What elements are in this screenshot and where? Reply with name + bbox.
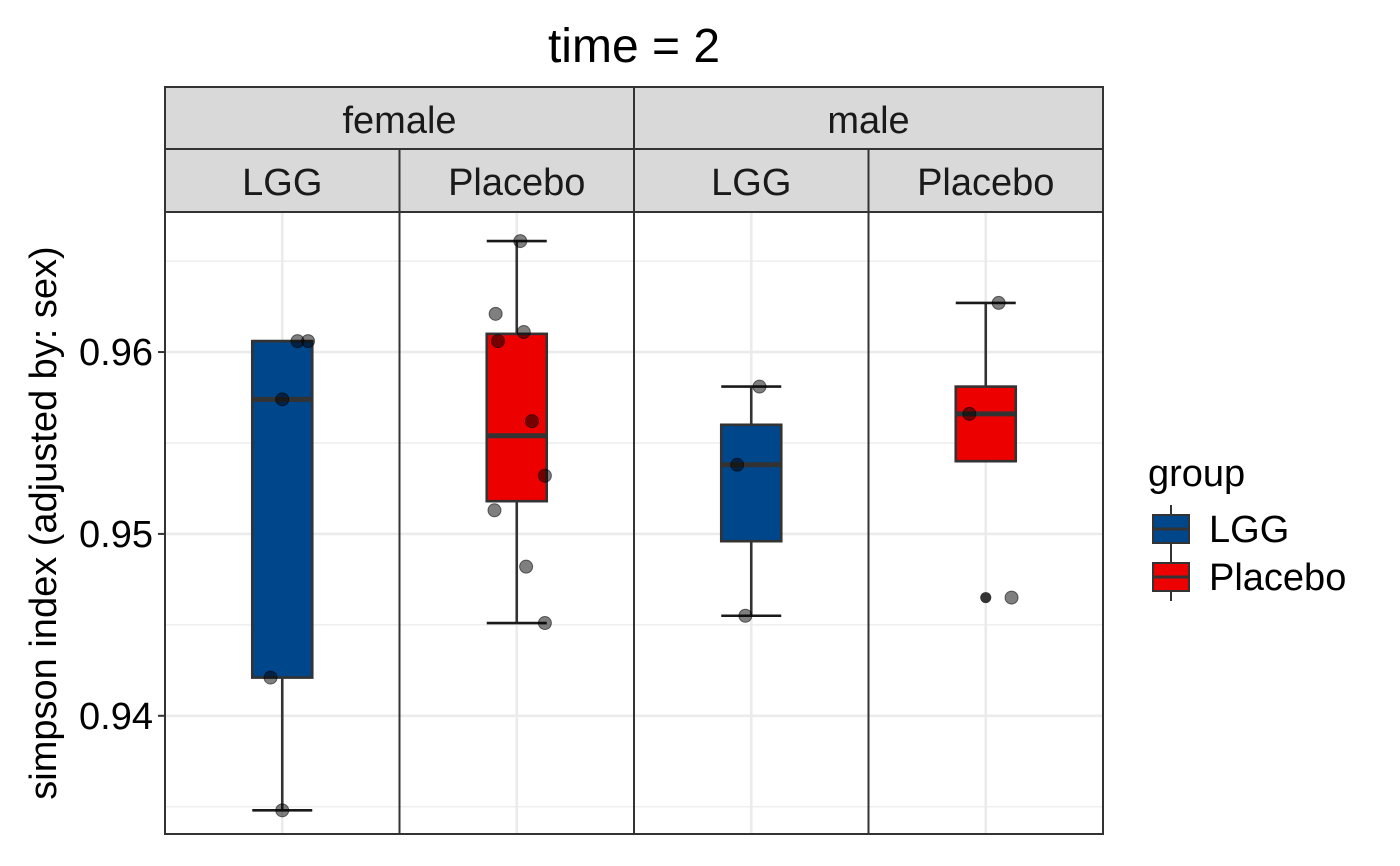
strip-sex-background [633, 86, 1104, 150]
data-point [752, 379, 767, 394]
strip-sex-label: female [342, 100, 456, 142]
y-tick-label: 0.96 [79, 332, 153, 374]
panel-female-lgg [164, 211, 401, 835]
data-point [519, 559, 534, 574]
box [954, 385, 1018, 463]
legend-label: Placebo [1209, 557, 1346, 599]
data-point [275, 392, 290, 407]
data-point [516, 325, 531, 340]
y-tick-label: 0.95 [79, 514, 153, 556]
legend-key-lgg: LGG [1152, 505, 1289, 553]
data-point [962, 406, 977, 421]
data-point [275, 803, 290, 818]
strip-group-label: LGG [711, 162, 791, 204]
legend: group LGG Placebo [1148, 453, 1346, 601]
data-point [487, 503, 502, 518]
strip-group-label: Placebo [448, 162, 585, 204]
panel-male-placebo [867, 211, 1104, 835]
data-point [537, 616, 552, 631]
outlier-point [980, 592, 992, 604]
data-point [488, 306, 503, 321]
strip-sex-label: male [827, 100, 909, 142]
data-point [301, 334, 316, 349]
y-axis: 0.94 0.95 0.96 [79, 332, 165, 738]
panel-male-lgg [633, 211, 870, 835]
strip-group-background [398, 148, 635, 213]
facet-strips: LGG Placebo LGG Placebo female male [164, 86, 1104, 213]
data-point [1004, 590, 1019, 605]
data-point [537, 468, 552, 483]
y-tick-label: 0.94 [79, 696, 153, 738]
box [250, 339, 314, 679]
strip-group-background [867, 148, 1104, 213]
y-axis-title: simpson index (adjusted by: sex) [23, 246, 65, 799]
plot-area [164, 211, 1104, 835]
data-point [490, 334, 505, 349]
data-point [524, 414, 539, 429]
data-point [738, 608, 753, 623]
panel-female-placebo [398, 211, 635, 835]
data-point [991, 295, 1006, 310]
legend-label: LGG [1209, 509, 1289, 551]
data-point [263, 670, 278, 685]
chart-title: time = 2 [548, 20, 720, 73]
data-point [513, 234, 528, 249]
box [719, 423, 783, 543]
strip-group-background [164, 148, 401, 213]
legend-key-placebo: Placebo [1152, 553, 1346, 601]
strip-group-label: Placebo [917, 162, 1054, 204]
legend-title: group [1148, 453, 1245, 495]
strip-group-label: LGG [242, 162, 322, 204]
data-point [730, 457, 745, 472]
strip-group-background [633, 148, 870, 213]
